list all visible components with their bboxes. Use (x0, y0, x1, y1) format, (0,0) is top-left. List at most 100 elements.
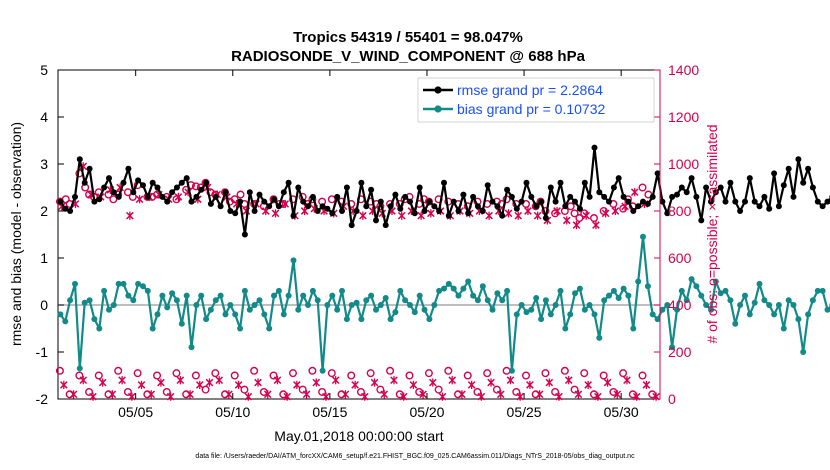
bias-point (217, 292, 224, 299)
bias-point (538, 316, 545, 323)
obs-possible-marker (575, 214, 584, 223)
obs-possible-marker (240, 385, 249, 394)
obs-possible-marker (94, 371, 103, 380)
bias-point (339, 287, 345, 294)
obs-possible-marker (153, 371, 162, 380)
rmse-point (693, 193, 700, 200)
rmse-point (785, 165, 792, 172)
rmse-point (246, 189, 253, 196)
obs-possible-marker (444, 366, 453, 375)
bias-point (470, 292, 477, 299)
bias-point (615, 295, 622, 301)
obs-possible-marker (172, 369, 181, 378)
rmse-point (722, 198, 729, 205)
rmse-point (212, 193, 219, 200)
rmse-point (280, 189, 287, 196)
rmse-point (431, 203, 438, 210)
rmse-point (805, 165, 812, 172)
obs-assimilated-marker (477, 392, 486, 401)
obs-assimilated-marker (283, 392, 291, 401)
obs-possible-marker (541, 369, 550, 378)
bias-point (57, 311, 64, 318)
rmse-point (542, 215, 549, 221)
chart-title: Tropics 54319 / 55401 = 98.047% (293, 29, 523, 46)
obs-assimilated-marker (174, 192, 183, 201)
bias-point (649, 311, 656, 318)
bias-point (183, 292, 190, 299)
bias-point (712, 278, 719, 285)
rmse-point (669, 193, 676, 200)
obs-possible-marker (638, 371, 647, 380)
bias-point (746, 311, 753, 318)
bias-point (295, 306, 302, 313)
obs-assimilated-marker (642, 380, 651, 389)
rmse-point (188, 198, 195, 205)
rmse-point (538, 198, 545, 205)
bias-point (62, 318, 69, 325)
obs-assimilated-marker (399, 392, 408, 401)
x-tick-label: 05/15 (312, 404, 347, 420)
obs-assimilated-marker (380, 390, 389, 399)
obs-assimilated-marker (516, 392, 525, 401)
bias-point (110, 302, 117, 308)
bias-point (222, 311, 229, 318)
rmse-point (518, 198, 525, 205)
rmse-point (790, 193, 797, 200)
bias-point (703, 302, 710, 308)
obs-assimilated-marker (574, 390, 583, 399)
bias-point (499, 297, 506, 304)
obs-possible-marker (599, 371, 608, 380)
obs-assimilated-marker (545, 378, 554, 387)
obs-assimilated-marker (341, 390, 350, 399)
obs-possible-marker (366, 369, 375, 378)
bias-point (688, 276, 695, 283)
bias-point (533, 295, 540, 301)
bias-point (809, 297, 816, 304)
rmse-point (800, 179, 807, 186)
bias-point (586, 302, 593, 308)
y2-tick-label: 1400 (668, 62, 699, 78)
rmse-point (504, 186, 511, 193)
bias-point (552, 302, 559, 308)
bias-point (373, 306, 379, 313)
bias-point (479, 283, 486, 290)
rmse-point (712, 189, 719, 196)
obs-assimilated-marker (592, 221, 600, 230)
bias-point (800, 349, 807, 355)
rmse-point (659, 198, 666, 205)
rmse-point (630, 208, 637, 214)
obs-assimilated-marker (118, 376, 126, 385)
rmse-point (460, 191, 467, 198)
obs-assimilated-marker (553, 206, 561, 216)
obs-assimilated-marker (632, 392, 641, 401)
bias-point (678, 287, 685, 294)
bias-point (465, 278, 472, 285)
obs-possible-marker (386, 366, 395, 375)
rmse-point (576, 205, 583, 212)
rmse-point (703, 184, 710, 191)
x-tick-label: 05/25 (507, 404, 542, 420)
axes: -2 -1 0 1 2 3 4 5 0 200 400 600 800 1000 1200 1400 05/05… (36, 62, 700, 420)
rmse-point (756, 203, 763, 210)
rmse-point (678, 184, 685, 191)
rmse-point (106, 175, 112, 182)
rmse-point (426, 198, 433, 205)
obs-possible-marker (638, 183, 647, 192)
rmse-point (591, 144, 598, 151)
bias-point (683, 297, 690, 304)
rmse-point (227, 208, 234, 214)
rmse-point (86, 165, 93, 172)
rmse-point (387, 203, 394, 210)
obs-assimilated-marker (613, 390, 622, 399)
bias-point (455, 292, 462, 299)
bias-point (581, 306, 588, 313)
obs-assimilated-marker (390, 376, 398, 385)
obs-assimilated-marker (555, 392, 563, 401)
rmse-point (271, 196, 277, 203)
rmse-point (572, 198, 578, 205)
obs-assimilated-marker (370, 378, 379, 387)
rmse-point (562, 203, 569, 210)
obs-possible-marker (589, 214, 598, 223)
bias-point (130, 297, 137, 304)
y2-tick-label: 400 (668, 297, 692, 313)
